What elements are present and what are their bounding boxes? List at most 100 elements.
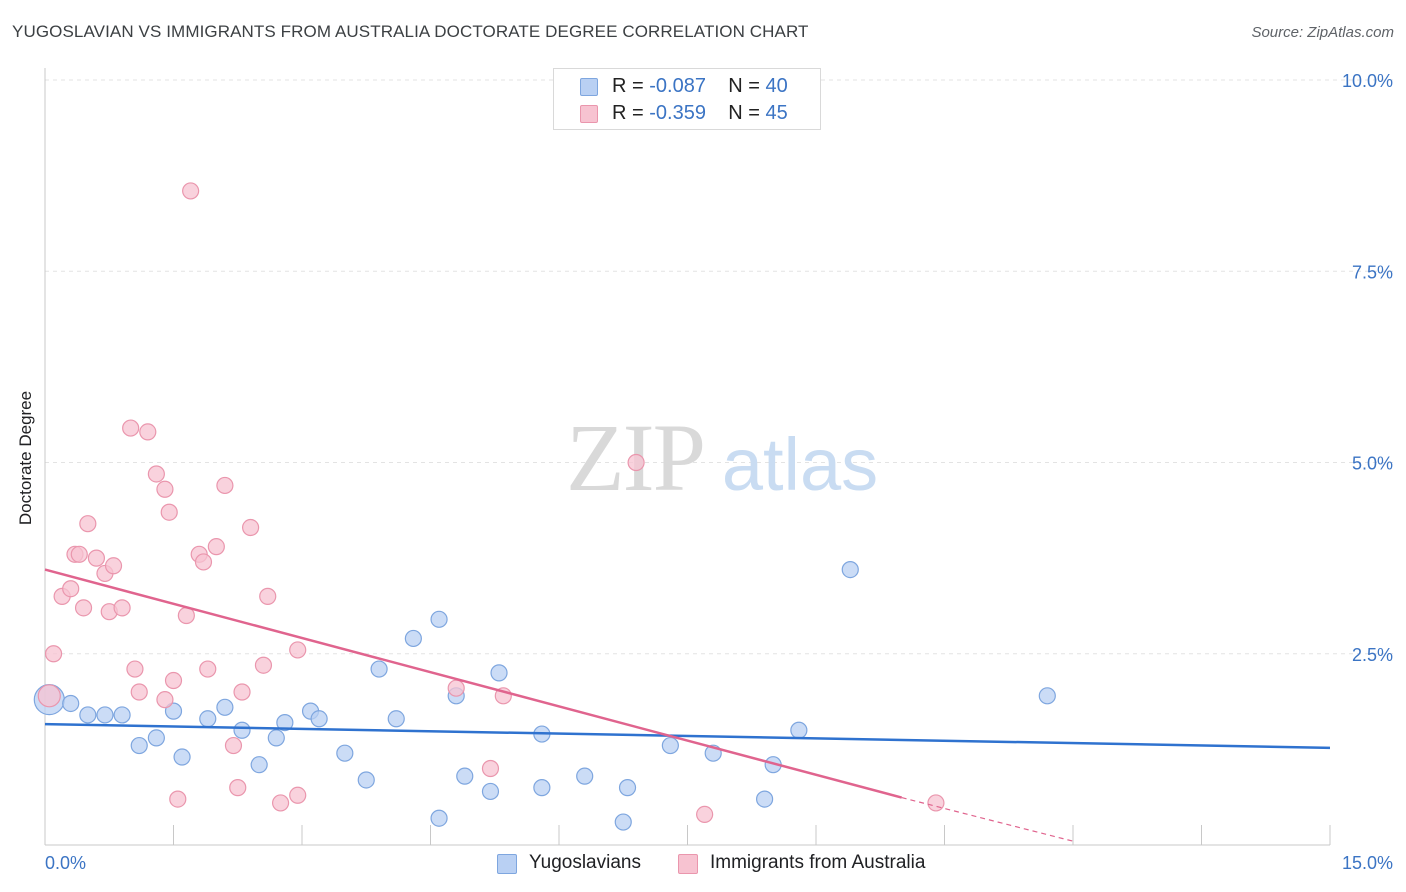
immigrant-point [224,736,243,755]
tick-labels: 2.5% 5.0% 7.5% 10.0% 0.0% 15.0% [45,71,1393,873]
watermark-atlas: atlas [722,423,878,506]
data-points [33,182,1056,831]
r-label: R = [612,102,650,124]
stats-legend: R = -0.087 N = 40 R = -0.359 N = 45 [553,68,821,130]
immigrant-point [254,656,273,674]
yugoslavian-point [147,729,165,747]
source-attribution: Source: ZipAtlas.com [1251,24,1394,41]
y-tick-label: 7.5% [1352,262,1393,282]
trend-line-yugoslavians [44,722,1331,750]
immigrant-point [104,557,123,575]
yugoslavian-point [576,767,594,785]
immigrant-point [233,683,251,701]
legend-label: Yugoslavians [529,852,641,873]
yugoslavian-point [618,779,637,797]
n-value: 40 [765,75,788,97]
r-value: -0.087 [649,75,706,97]
yugoslavian-point [430,809,448,827]
immigrant-point [199,660,217,678]
immigrant-point [207,538,225,556]
immigrant-point [242,518,260,537]
yugoslavian-point [130,736,148,755]
blue-swatch [497,854,517,874]
immigrant-point [271,794,290,812]
pink-swatch [678,854,698,874]
immigrant-point [87,549,106,567]
immigrant-point [37,684,61,708]
n-label: N = [728,102,766,124]
immigrant-point [156,691,174,709]
r-value: -0.359 [649,102,706,124]
immigrant-point [156,480,174,498]
immigrant-point [927,794,945,812]
immigrant-point [44,645,63,663]
legend-label: Immigrants from Australia [710,852,926,873]
pink-swatch [580,105,598,123]
yugoslavian-point [276,713,294,732]
immigrant-point [259,587,277,605]
yugoslavian-point [841,560,859,579]
yugoslavian-point [755,790,774,808]
yugoslavian-point [387,710,405,728]
yugoslavian-point [96,706,114,724]
immigrant-point [182,182,200,200]
gridlines [45,79,1393,655]
yugoslavian-point [614,813,632,831]
immigrant-point [79,515,97,533]
yugoslavian-point [173,748,191,766]
yugoslavian-point [310,710,328,728]
immigrant-point [194,553,213,571]
yugoslavian-point [661,736,679,755]
immigrant-point [627,453,645,472]
yugoslavian-point [216,698,234,716]
immigrant-point [139,423,157,441]
immigrant-point [164,671,183,690]
yugoslavian-point [370,660,388,678]
immigrant-point [289,641,307,659]
trend-lines [44,568,1331,842]
yugoslavian-point [267,729,285,747]
n-label: N = [728,75,766,97]
immigrant-point [229,779,247,797]
yugoslavian-point [430,610,448,628]
yugoslavian-point [790,721,808,739]
yugoslavian-point [357,771,375,789]
blue-swatch [580,78,598,96]
trend-line-immigrants-extension [901,796,1074,842]
yugoslavian-point [79,706,97,724]
immigrant-point [126,660,144,678]
immigrant-point [481,759,500,778]
chart-title: YUGOSLAVIAN VS IMMIGRANTS FROM AUSTRALIA… [12,22,809,41]
yugoslavian-point [250,756,268,774]
y-tick-label: 10.0% [1342,71,1393,91]
x-tick-label: 15.0% [1342,853,1393,873]
yugoslavian-point [233,721,251,739]
immigrant-point [70,545,88,563]
immigrant-point [447,679,465,697]
watermark: ZIP atlas [566,404,878,511]
y-tick-label: 2.5% [1352,645,1393,665]
yugoslavian-point [404,629,422,648]
immigrant-point [130,683,148,701]
yugoslavian-point [456,767,474,785]
yugoslavian-point [533,779,551,797]
r-label: R = [612,75,650,97]
immigrant-point [62,580,80,598]
yugoslavian-point [1038,687,1056,705]
axes [44,68,1331,846]
n-value: 45 [765,102,788,124]
yugoslavian-point [113,706,131,724]
yugoslavian-point [490,664,508,682]
trend-line-immigrants [44,568,902,799]
yugoslavian-point [164,702,183,720]
immigrant-point [169,790,187,808]
yugoslavian-point [481,782,500,801]
immigrant-point [160,503,178,521]
immigrant-point [122,419,140,437]
immigrant-point [696,805,714,824]
immigrant-point [147,465,165,483]
x-tick-label: 0.0% [45,853,86,873]
immigrant-point [289,786,307,804]
immigrant-point [113,599,131,617]
